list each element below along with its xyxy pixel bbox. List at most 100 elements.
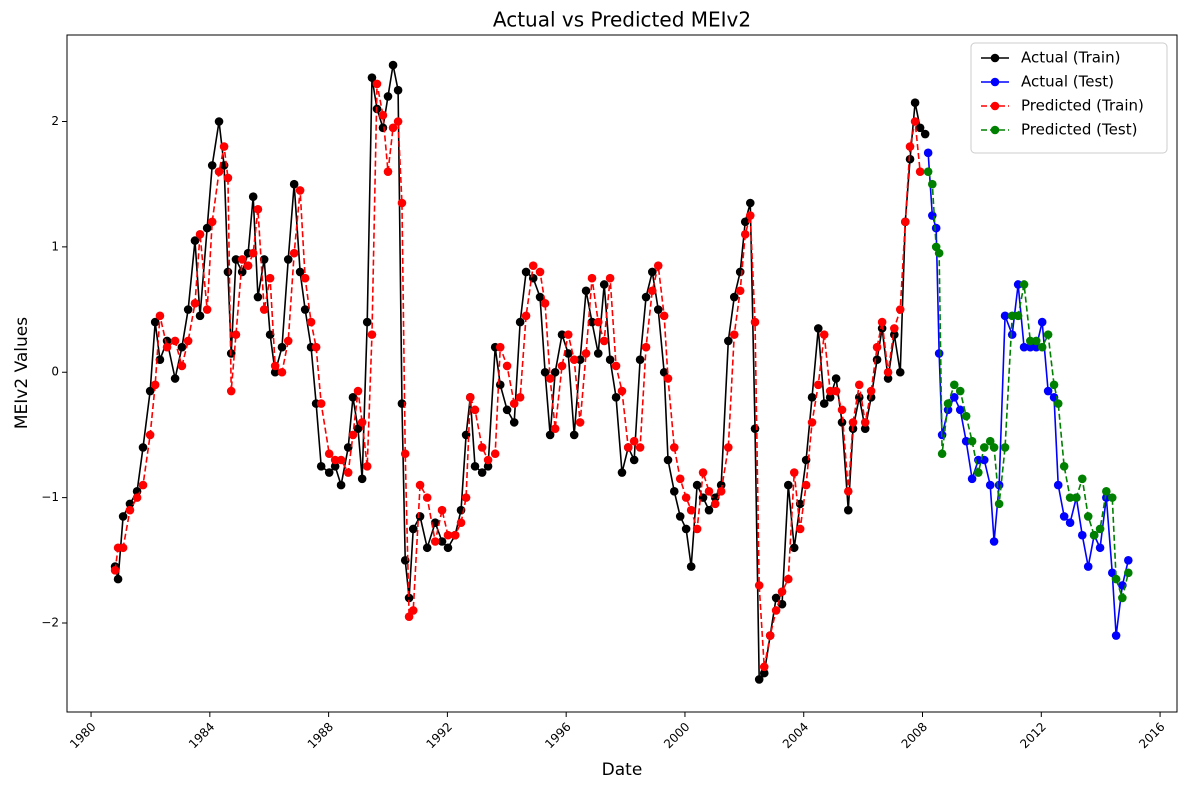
data-point bbox=[253, 204, 263, 214]
y-tick-label: −2 bbox=[41, 615, 59, 629]
data-point bbox=[388, 60, 398, 70]
x-tick-label: 1980 bbox=[67, 720, 98, 751]
data-point bbox=[1102, 493, 1111, 502]
data-point bbox=[253, 292, 263, 302]
data-point bbox=[495, 380, 505, 390]
data-point bbox=[967, 436, 977, 446]
data-point bbox=[177, 342, 187, 352]
data-point bbox=[1031, 342, 1041, 352]
data-point bbox=[1107, 493, 1117, 502]
data-point bbox=[170, 336, 180, 346]
series bbox=[923, 167, 1133, 603]
data-point bbox=[663, 455, 673, 465]
data-point bbox=[1043, 386, 1053, 396]
data-point bbox=[207, 217, 217, 227]
y-tick-label: 0 bbox=[51, 365, 59, 379]
data-point bbox=[248, 192, 258, 202]
data-point bbox=[825, 393, 835, 402]
data-point bbox=[283, 336, 293, 346]
data-point bbox=[150, 380, 160, 390]
data-point bbox=[704, 505, 714, 515]
data-point bbox=[1102, 487, 1111, 496]
legend-marker bbox=[990, 53, 1000, 63]
data-point bbox=[316, 461, 326, 471]
data-point bbox=[967, 474, 977, 484]
data-point bbox=[535, 267, 545, 277]
data-point bbox=[735, 286, 745, 296]
legend-label: Actual (Test) bbox=[1021, 73, 1114, 91]
data-point bbox=[300, 273, 310, 283]
data-point bbox=[765, 631, 775, 640]
data-point bbox=[669, 443, 679, 452]
data-point bbox=[831, 374, 841, 383]
data-point bbox=[716, 487, 726, 496]
data-point bbox=[961, 436, 971, 446]
data-point bbox=[801, 480, 811, 490]
data-point bbox=[1026, 342, 1035, 352]
data-point bbox=[515, 317, 525, 327]
data-point bbox=[635, 443, 645, 452]
data-point bbox=[1053, 399, 1063, 408]
data-point bbox=[843, 505, 853, 515]
data-point bbox=[989, 537, 999, 546]
data-point bbox=[669, 487, 679, 496]
y-tick-label: 1 bbox=[51, 239, 59, 253]
data-point bbox=[934, 349, 944, 358]
data-point bbox=[422, 543, 432, 553]
data-point bbox=[653, 261, 663, 270]
data-point bbox=[698, 468, 708, 477]
data-point bbox=[270, 367, 280, 377]
data-point bbox=[404, 612, 414, 622]
data-point bbox=[477, 468, 487, 477]
data-point bbox=[330, 461, 340, 471]
data-point bbox=[681, 493, 691, 502]
data-point bbox=[1049, 393, 1059, 402]
data-point bbox=[195, 230, 205, 239]
data-point bbox=[483, 461, 493, 471]
data-point bbox=[928, 211, 937, 220]
data-point bbox=[740, 217, 750, 227]
data-point bbox=[754, 581, 764, 590]
data-point bbox=[490, 449, 500, 459]
data-point bbox=[415, 512, 425, 521]
data-point bbox=[237, 267, 247, 277]
data-point bbox=[183, 336, 193, 346]
data-point bbox=[388, 123, 398, 133]
data-point bbox=[1059, 512, 1069, 521]
data-point bbox=[813, 324, 823, 333]
data-point bbox=[928, 179, 937, 189]
data-point bbox=[675, 474, 685, 484]
data-point bbox=[1000, 311, 1010, 321]
data-point bbox=[1111, 631, 1121, 640]
data-point bbox=[1019, 342, 1029, 352]
data-point bbox=[408, 524, 418, 534]
data-point bbox=[521, 311, 531, 321]
data-point bbox=[477, 443, 487, 452]
data-point bbox=[740, 230, 750, 239]
data-point bbox=[989, 443, 999, 452]
data-point bbox=[357, 474, 367, 484]
data-point bbox=[807, 418, 817, 427]
data-point bbox=[659, 367, 669, 377]
y-axis-label: MEIv2 Values bbox=[12, 317, 32, 429]
data-point bbox=[1077, 530, 1087, 540]
data-point bbox=[223, 173, 233, 183]
data-point bbox=[955, 405, 965, 415]
data-point bbox=[860, 424, 870, 433]
data-point bbox=[502, 361, 512, 371]
data-point bbox=[883, 367, 893, 377]
data-point bbox=[535, 292, 545, 302]
data-point bbox=[155, 311, 165, 321]
data-point bbox=[985, 480, 995, 490]
data-point bbox=[1095, 524, 1105, 534]
data-point bbox=[483, 455, 493, 465]
data-point bbox=[848, 418, 858, 427]
data-point bbox=[735, 267, 745, 277]
data-point bbox=[470, 461, 480, 471]
data-point bbox=[311, 342, 321, 352]
y-tick-label: 2 bbox=[51, 114, 59, 128]
data-point bbox=[961, 411, 971, 421]
data-point bbox=[118, 512, 128, 521]
data-point bbox=[400, 449, 410, 459]
